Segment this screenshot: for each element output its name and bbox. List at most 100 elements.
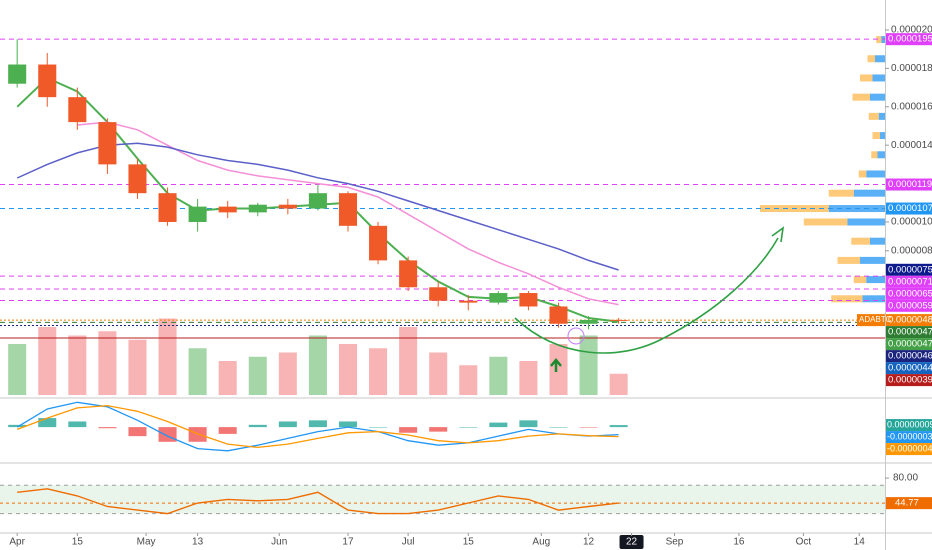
candle-body: [248, 204, 267, 213]
price-level-box: [886, 287, 932, 300]
x-tick-label: 12: [583, 537, 595, 548]
x-tick-label: Oct: [796, 537, 812, 548]
volume-bar: [248, 356, 267, 395]
candle-body: [609, 319, 628, 321]
candle-body: [459, 300, 478, 303]
profile-down: [828, 189, 854, 197]
candle-body: [68, 97, 87, 123]
macd-histogram: [549, 427, 568, 428]
y-tick-label: 0.00000850: [891, 245, 932, 256]
macd-histogram: [579, 427, 598, 428]
profile-down: [871, 151, 878, 159]
x-tick-label: 13: [192, 537, 204, 548]
profile-up: [880, 132, 885, 140]
price-level-box: [886, 350, 932, 363]
profile-down: [860, 74, 873, 82]
candle-body: [38, 64, 57, 98]
volume-bar: [338, 344, 358, 395]
profile-up: [878, 112, 885, 120]
macd-histogram: [248, 424, 267, 428]
candle-body: [519, 293, 538, 307]
y-tick-label: 0.00001800: [891, 63, 932, 74]
macd-histogram: [98, 427, 117, 429]
price-level-box: [886, 178, 932, 191]
rsi-current-label: 44.77: [895, 498, 919, 509]
macd-histogram: [128, 427, 147, 437]
macd-histogram: [609, 425, 628, 428]
rsi-current-box: [886, 497, 932, 510]
price-level-label: 0.00000718: [888, 276, 932, 287]
candle-body: [489, 293, 508, 303]
profile-down: [853, 276, 867, 284]
price-level-label: 0.00001195: [888, 179, 932, 190]
volume-bar: [188, 348, 207, 395]
macd-histogram: [68, 421, 87, 428]
macd-value-box: [886, 419, 932, 432]
macd-histogram: [399, 427, 418, 433]
x-tick-label: 17: [342, 537, 354, 548]
x-tick-label: Jun: [271, 537, 287, 548]
profile-up: [860, 256, 885, 264]
moving-average: [77, 121, 619, 306]
volume-bar: [399, 327, 418, 395]
profile-up: [866, 276, 885, 284]
profile-down: [868, 112, 879, 120]
volume-bar: [459, 365, 478, 395]
price-level-box: [886, 374, 932, 387]
x-tick-label: Sep: [666, 537, 684, 548]
macd-value-label: -0.00000033: [887, 431, 932, 441]
profile-up: [870, 93, 885, 101]
price-level-label: 0.00000477: [888, 327, 932, 338]
volume-bar: [549, 344, 568, 395]
profile-down: [858, 170, 867, 178]
volume-bar: [579, 335, 598, 395]
price-level-label: 0.00000751: [888, 264, 932, 275]
price-level-box: [886, 314, 932, 327]
profile-down: [852, 93, 870, 101]
price-level-label: 0.0000107: [888, 203, 932, 214]
volume-bar: [218, 361, 237, 395]
layer: Apr 15 May 13 Jun 17 Jul 15 Aug 12 22 Sep 16 Oct 14 0.0…: [0, 25, 932, 549]
price-level-label: 0.00000461: [888, 351, 932, 362]
x-tick-label: 15: [72, 537, 84, 548]
profile-up: [847, 218, 885, 226]
price-level-label: 0.00000591: [888, 300, 932, 311]
macd-value-label: -0.00000042: [887, 443, 932, 453]
price-level-box: [886, 263, 932, 276]
price-level-box: [886, 33, 932, 46]
profile-up: [875, 55, 885, 63]
macd-value-box: [886, 443, 932, 456]
signal-arrow: [550, 358, 562, 372]
profile-up: [866, 170, 885, 178]
signal-line: [16, 404, 619, 449]
macd-histogram: [38, 418, 57, 428]
x-tick-label: 15: [463, 537, 475, 548]
price-level-label: 0.00000489: [888, 315, 932, 326]
volume-bar: [98, 331, 117, 395]
macd-histogram: [8, 424, 27, 428]
volume-bar: [609, 373, 628, 395]
candle-body: [369, 225, 388, 261]
profile-down: [876, 36, 882, 44]
macd-histogram: [459, 427, 478, 428]
x-tick-label: 16: [733, 537, 745, 548]
price-level-label: 0.00000651: [888, 288, 932, 299]
price-level-label: 0.00000396: [888, 375, 932, 386]
price-level-box: [886, 299, 932, 312]
x-tick-label: 22: [626, 537, 638, 548]
volume-bar: [308, 335, 327, 395]
candle-body: [218, 206, 237, 213]
price-level-box: [886, 362, 932, 375]
profile-up: [862, 295, 885, 303]
profile-down: [867, 55, 875, 63]
candle-body: [98, 122, 117, 165]
candle-body: [579, 319, 598, 324]
projection-curve: [514, 237, 779, 354]
macd-histogram: [429, 427, 448, 432]
rsi-line: [17, 488, 619, 515]
price-level-label: 0.00001952: [888, 34, 932, 45]
candle-body: [399, 260, 418, 288]
current-date-box: [619, 535, 644, 549]
